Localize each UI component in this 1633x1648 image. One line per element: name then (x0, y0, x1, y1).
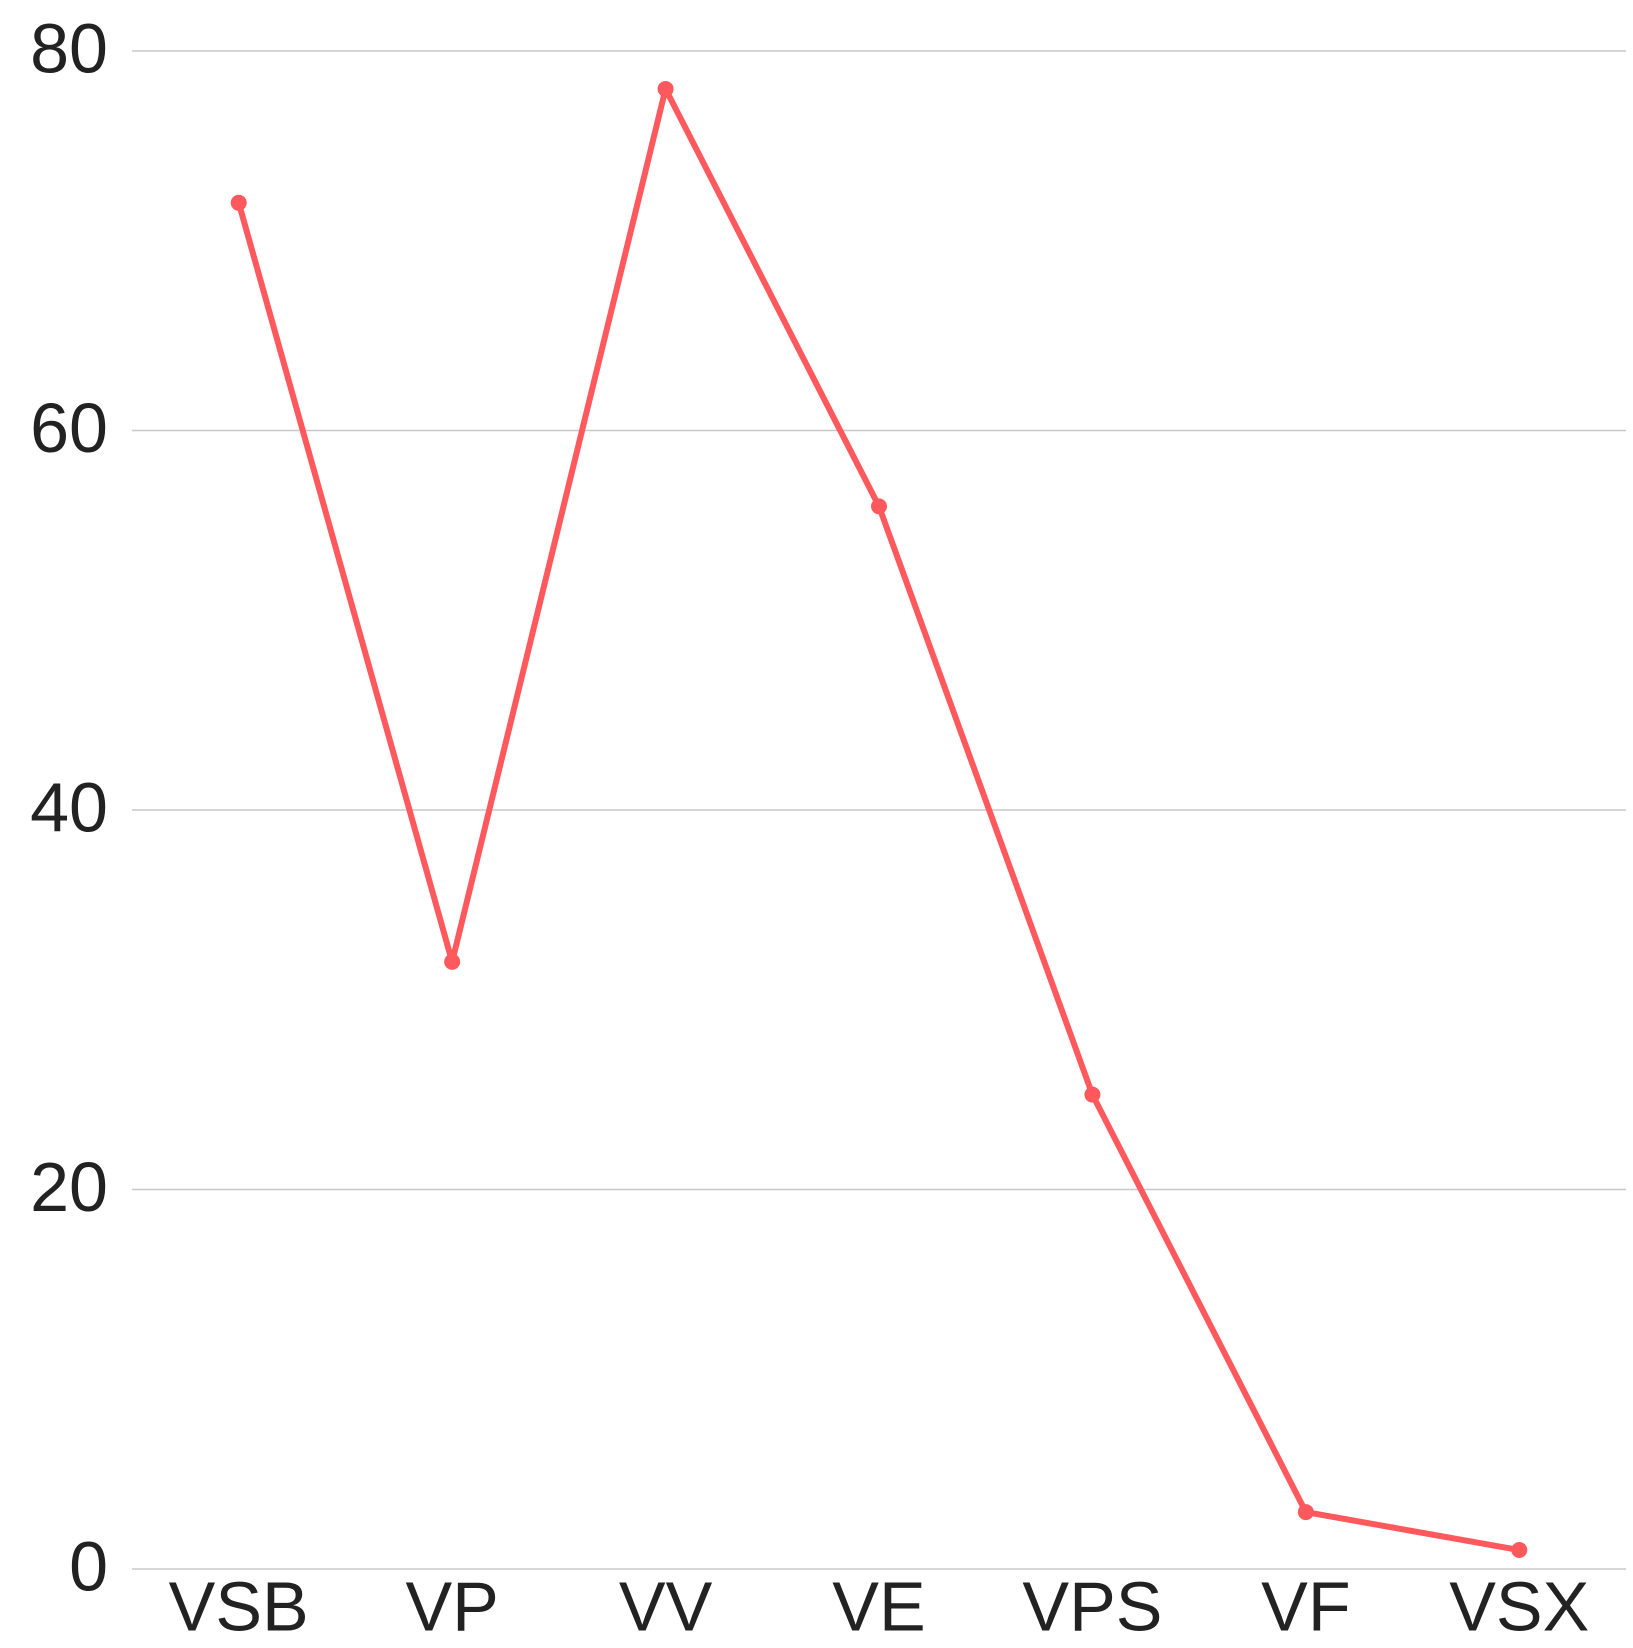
x-tick-label: VV (619, 1567, 713, 1645)
y-tick-label: 60 (30, 389, 108, 467)
line (235, 85, 1520, 1553)
point (444, 953, 461, 970)
x-tick-label: VSB (169, 1567, 309, 1645)
y-tick-label: 40 (30, 768, 108, 846)
point (657, 80, 674, 97)
point (871, 498, 887, 515)
x-tick-label: VPS (1022, 1567, 1162, 1645)
point (1511, 1542, 1528, 1559)
y-tick-label: 20 (30, 1148, 108, 1226)
x-tick-label: VP (405, 1567, 498, 1645)
point (1297, 1504, 1314, 1521)
x-tick-label: VF (1261, 1567, 1350, 1645)
point (230, 194, 247, 211)
x-tick-label: VE (832, 1567, 925, 1645)
point (1084, 1086, 1101, 1103)
y-tick-label: 80 (30, 9, 108, 87)
x-tick-label: VSX (1449, 1567, 1589, 1645)
y-tick-label: 0 (69, 1527, 108, 1605)
